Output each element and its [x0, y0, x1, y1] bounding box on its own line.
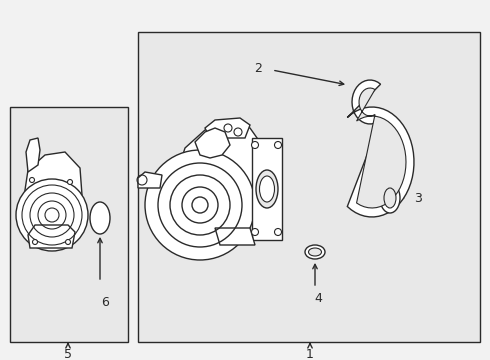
Text: 6: 6: [101, 296, 109, 309]
Ellipse shape: [380, 183, 400, 213]
Ellipse shape: [256, 170, 278, 208]
Text: 5: 5: [64, 347, 72, 360]
Ellipse shape: [305, 245, 325, 259]
Polygon shape: [138, 172, 162, 188]
Polygon shape: [28, 225, 75, 248]
Bar: [10, 107, 128, 342]
Ellipse shape: [90, 202, 110, 234]
Circle shape: [251, 141, 259, 148]
Polygon shape: [252, 138, 282, 240]
Circle shape: [16, 179, 88, 251]
Circle shape: [145, 150, 255, 260]
Circle shape: [251, 229, 259, 235]
Bar: [138, 32, 480, 342]
Polygon shape: [205, 118, 250, 138]
Polygon shape: [168, 122, 265, 248]
Circle shape: [274, 141, 281, 148]
Circle shape: [68, 180, 73, 184]
Ellipse shape: [309, 248, 321, 256]
Ellipse shape: [384, 188, 396, 208]
Circle shape: [274, 229, 281, 235]
Text: 4: 4: [314, 292, 322, 305]
Text: 1: 1: [306, 347, 314, 360]
Polygon shape: [195, 128, 230, 158]
Polygon shape: [22, 152, 82, 232]
Ellipse shape: [260, 176, 274, 202]
Polygon shape: [347, 80, 414, 217]
Circle shape: [234, 128, 242, 136]
Polygon shape: [357, 88, 406, 208]
Polygon shape: [215, 228, 255, 245]
Text: 3: 3: [414, 192, 422, 204]
Circle shape: [32, 239, 38, 244]
Circle shape: [66, 239, 71, 244]
Polygon shape: [26, 138, 40, 172]
Circle shape: [224, 124, 232, 132]
Text: 2: 2: [254, 62, 262, 75]
Circle shape: [29, 177, 34, 183]
